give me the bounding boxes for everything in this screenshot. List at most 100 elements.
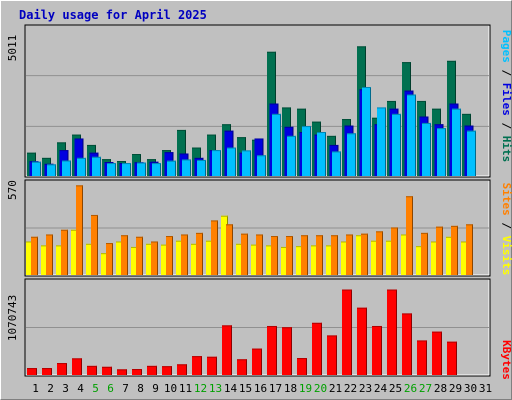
x-tick-label: 17 — [269, 382, 282, 395]
x-tick-label: 30 — [464, 382, 477, 395]
bar-hits — [177, 129, 186, 176]
bar-sites — [256, 234, 263, 275]
bar-pages — [422, 122, 431, 176]
bar-sites — [241, 233, 248, 275]
bar-kbytes — [177, 364, 187, 375]
x-tick-label: 16 — [254, 382, 267, 395]
x-tick-label: 31 — [479, 382, 492, 395]
bar-pages — [437, 128, 446, 176]
x-tick-label: 12 — [194, 382, 207, 395]
legend-entry: Files — [500, 83, 512, 116]
x-tick-label: 11 — [179, 382, 192, 395]
bar-pages — [167, 160, 176, 176]
legend-entry: Visits — [500, 236, 512, 276]
x-tick-label: 5 — [92, 382, 99, 395]
bar-pages — [242, 150, 251, 176]
bar-pages — [137, 162, 146, 176]
bar-kbytes — [432, 331, 442, 375]
bar-pages — [317, 132, 326, 176]
legend-entry: / — [500, 216, 512, 236]
bar-sites — [121, 235, 128, 275]
bar-sites — [76, 185, 83, 275]
bar-sites — [46, 234, 53, 275]
ymax-label-requests: 5011 — [6, 35, 19, 62]
bar-sites — [136, 236, 143, 275]
ymax-label-volume: 1070743 — [6, 295, 19, 341]
bar-pages — [362, 86, 371, 176]
x-tick-label: 1 — [32, 382, 39, 395]
bar-kbytes — [102, 366, 112, 375]
bar-sites — [181, 234, 188, 275]
bar-pages — [92, 156, 101, 176]
bar-pages — [392, 113, 401, 176]
bar-pages — [272, 113, 281, 176]
bar-kbytes — [267, 325, 277, 375]
bar-pages — [452, 108, 461, 176]
bar-pages — [287, 135, 296, 176]
bar-sites — [346, 234, 353, 275]
legend-visitors: Sites / Visits — [500, 183, 512, 276]
x-tick-label: 14 — [224, 382, 238, 395]
bar-kbytes — [27, 368, 37, 375]
x-tick-label: 15 — [239, 382, 252, 395]
bar-kbytes — [372, 325, 382, 375]
bar-pages — [347, 133, 356, 176]
bar-pages — [227, 147, 236, 176]
legend-requests: Pages / Files / Hits — [500, 30, 512, 163]
bar-pages — [62, 160, 71, 176]
legend-entry: Hits — [500, 136, 512, 163]
bar-kbytes — [402, 313, 412, 375]
bar-sites — [211, 220, 218, 275]
bar-pages — [107, 163, 116, 176]
bar-kbytes — [207, 356, 217, 375]
bar-sites — [361, 233, 368, 275]
x-tick-label: 6 — [107, 382, 114, 395]
bar-pages — [182, 159, 191, 176]
bar-sites — [286, 236, 293, 275]
bar-pages — [32, 161, 41, 176]
bar-sites — [226, 224, 233, 275]
bar-sites — [316, 235, 323, 275]
ymax-label-visitors: 570 — [6, 180, 19, 200]
x-tick-label: 18 — [284, 382, 297, 395]
bar-kbytes — [387, 289, 397, 375]
legend-volume: KBytes — [500, 340, 512, 380]
bar-pages — [47, 164, 56, 176]
bar-sites — [61, 229, 68, 275]
bar-kbytes — [282, 327, 292, 375]
bar-sites — [421, 232, 428, 275]
bar-sites — [271, 236, 278, 275]
bar-kbytes — [132, 369, 142, 375]
bar-kbytes — [237, 359, 247, 375]
bar-pages — [467, 130, 476, 176]
bar-sites — [391, 227, 398, 275]
x-tick-label: 8 — [137, 382, 144, 395]
bar-kbytes — [342, 289, 352, 375]
bar-kbytes — [87, 365, 97, 375]
bar-pages — [332, 151, 341, 176]
bar-kbytes — [192, 356, 202, 375]
bar-pages — [197, 159, 206, 176]
x-tick-label: 9 — [152, 382, 159, 395]
bar-sites — [331, 235, 338, 275]
bar-kbytes — [117, 369, 127, 375]
bar-files — [74, 138, 84, 176]
legend-entry: Pages — [500, 30, 512, 63]
bar-sites — [436, 226, 443, 275]
bar-kbytes — [417, 340, 427, 375]
bar-sites — [91, 214, 98, 275]
x-tick-label: 29 — [449, 382, 462, 395]
x-tick-label: 21 — [329, 382, 342, 395]
bar-pages — [122, 163, 131, 176]
x-tick-label: 3 — [62, 382, 69, 395]
bar-pages — [257, 155, 266, 176]
bar-kbytes — [57, 363, 67, 375]
bar-sites — [466, 224, 473, 275]
bar-pages — [377, 107, 386, 176]
bar-sites — [106, 243, 113, 275]
bar-kbytes — [252, 348, 262, 375]
bar-kbytes — [312, 322, 322, 375]
x-tick-label: 24 — [374, 382, 388, 395]
chart-title: Daily usage for April 2025 — [19, 8, 207, 22]
